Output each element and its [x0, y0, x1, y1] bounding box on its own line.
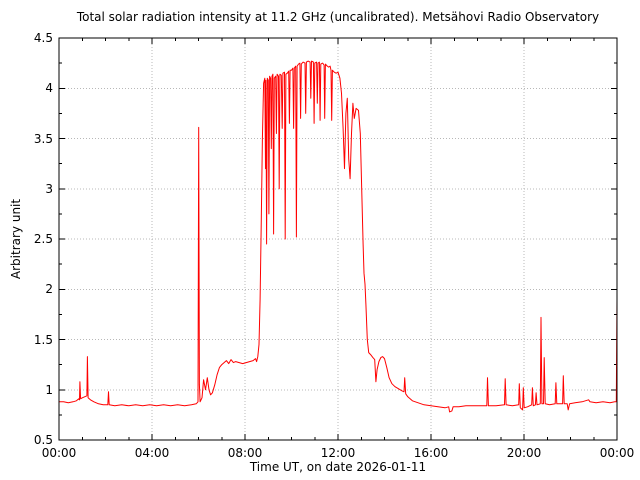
x-axis-label: Time UT, on date 2026-01-11 — [249, 460, 427, 474]
data-line — [59, 60, 618, 413]
y-tick-label: 3 — [45, 181, 53, 196]
grid-lines — [59, 38, 617, 440]
x-tick-label: 04:00 — [134, 446, 170, 460]
x-tick-label: 16:00 — [413, 446, 449, 460]
x-tick-label: 08:00 — [227, 446, 263, 460]
plot-border — [58, 37, 618, 441]
chart-title: Total solar radiation intensity at 11.2 … — [76, 10, 600, 24]
y-tick-label: 2 — [45, 282, 53, 297]
x-tick-label: 20:00 — [506, 446, 542, 460]
x-tick-label: 00:00 — [599, 446, 635, 460]
y-tick-label: 0.5 — [33, 433, 53, 447]
y-tick-label: 4 — [45, 81, 53, 96]
y-tick-label: 1.5 — [33, 332, 53, 347]
x-tick-label: 00:00 — [41, 446, 77, 460]
x-tick-label: 12:00 — [320, 446, 356, 460]
y-tick-label: 2.5 — [33, 232, 53, 246]
y-tick-label: 4.5 — [33, 31, 53, 45]
y-tick-label: 1 — [45, 382, 53, 397]
y-tick-label: 3.5 — [33, 131, 53, 146]
